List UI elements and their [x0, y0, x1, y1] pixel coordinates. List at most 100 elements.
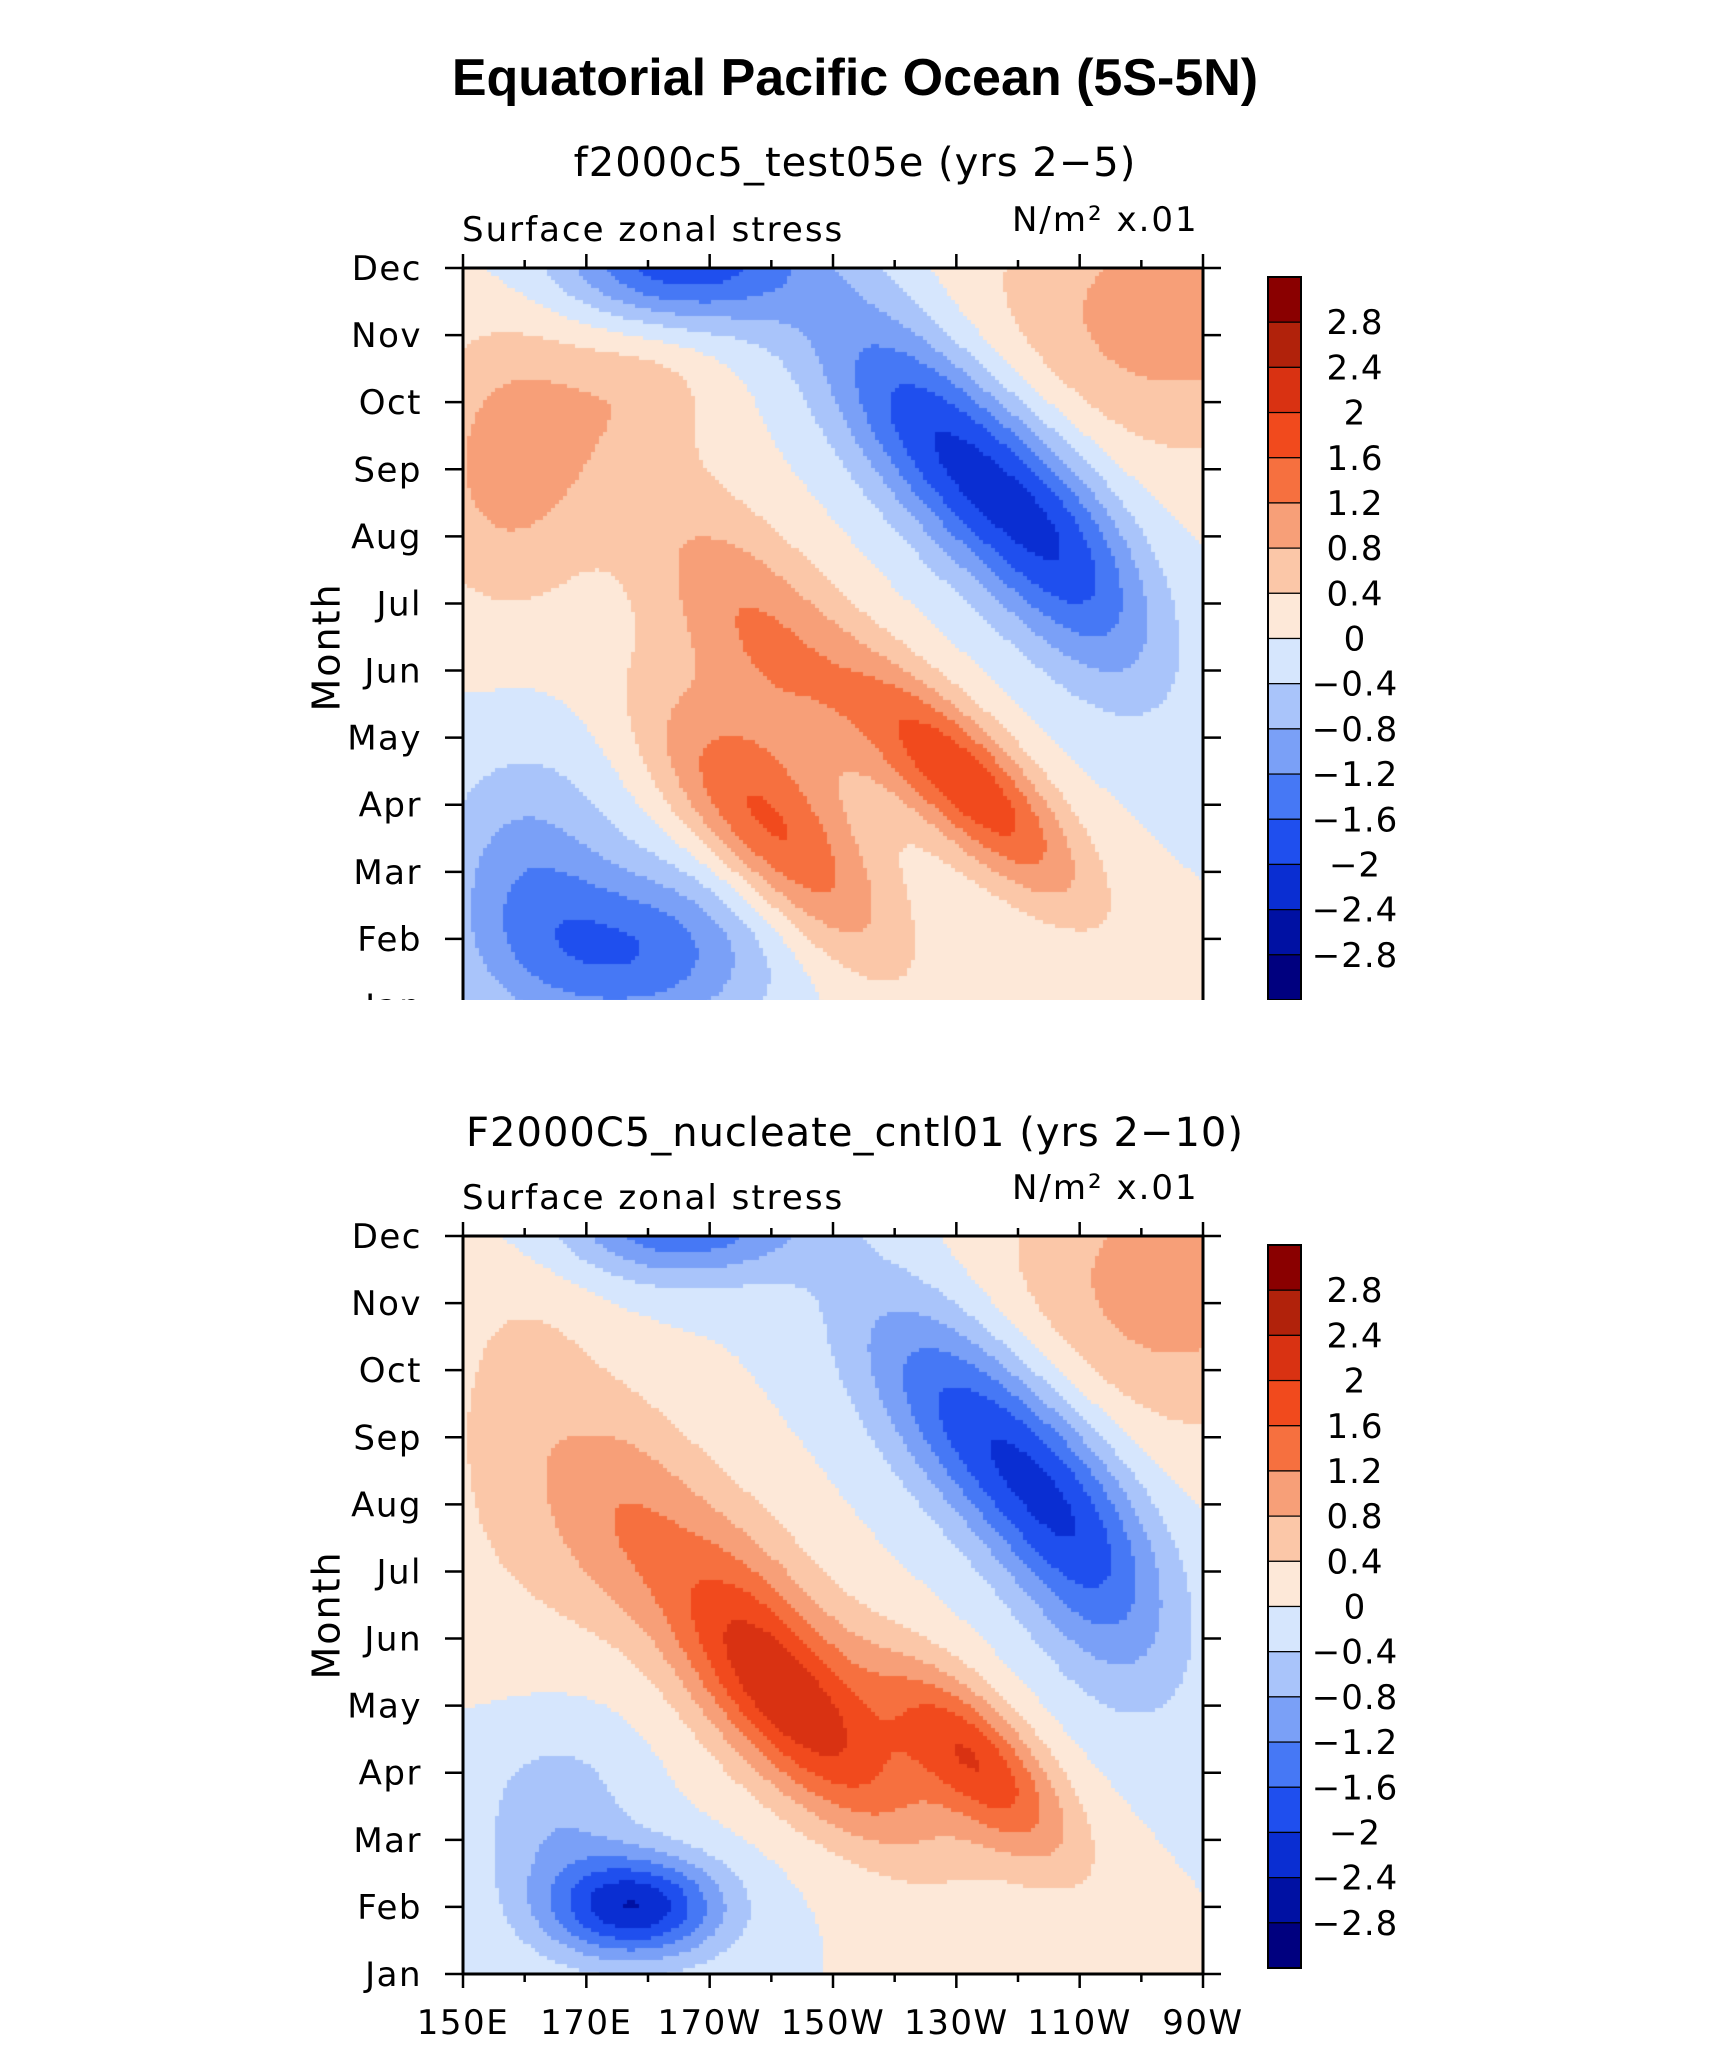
x-tick-label: 170E — [540, 2003, 632, 2043]
colorbar-box — [1267, 863, 1302, 911]
units-label: N/m² x.01 — [1012, 200, 1199, 240]
y-tick-label: May — [347, 719, 422, 759]
y-tick-label: Mar — [353, 853, 422, 893]
contour-field — [463, 1236, 1203, 1974]
colorbar-label: −2 — [1329, 1813, 1381, 1853]
colorbar-label: 1.2 — [1326, 1452, 1383, 1492]
figure-title: Equatorial Pacific Ocean (5S-5N) — [451, 49, 1259, 107]
y-tick-label: Oct — [359, 383, 422, 423]
y-tick-label: Dec — [352, 249, 422, 289]
colorbar-label: −0.8 — [1312, 710, 1399, 750]
panel-top: f2000c5_test05e (yrs 2−5) Surface zonal … — [0, 0, 1710, 1000]
colorbar-box — [1267, 276, 1302, 323]
colorbar-label: 0 — [1344, 1588, 1367, 1628]
colorbar-box — [1267, 592, 1302, 640]
y-tick-label: Feb — [357, 920, 422, 960]
contour-field — [463, 268, 1203, 1000]
y-tick-label: Apr — [359, 1754, 422, 1794]
x-tick-label: 150E — [417, 2003, 509, 2043]
colorbar-box — [1267, 1560, 1302, 1608]
y-tick-label: Jun — [362, 652, 422, 692]
colorbar-box — [1267, 1515, 1302, 1562]
y-tick-label: May — [347, 1687, 422, 1727]
units-label: N/m² x.01 — [1012, 1168, 1199, 1208]
colorbar-box — [1267, 818, 1302, 866]
y-tick-label: Oct — [359, 1351, 422, 1391]
y-tick-label: Jun — [362, 1620, 422, 1660]
colorbar-box — [1267, 1379, 1302, 1427]
colorbar-box — [1267, 1289, 1302, 1336]
colorbar-box — [1267, 1244, 1302, 1291]
x-tick-label: 110W — [1027, 2003, 1132, 2043]
y-tick-label: Sep — [353, 1418, 422, 1458]
colorbar-label: 0.4 — [1326, 1542, 1383, 1582]
colorbar-box — [1267, 321, 1302, 368]
colorbar-label: −1.6 — [1312, 1768, 1399, 1808]
colorbar-label: 2.4 — [1326, 348, 1383, 388]
colorbar-box — [1267, 457, 1302, 504]
colorbar-frame — [1267, 276, 1302, 1000]
y-tick-label: Jul — [374, 584, 422, 624]
y-tick-label: Jan — [363, 1955, 422, 1995]
y-tick-label: Nov — [351, 316, 422, 356]
colorbar-label: 2 — [1344, 394, 1367, 434]
colorbar-label: 2 — [1344, 1362, 1367, 1402]
colorbar-label: 1.6 — [1326, 439, 1383, 479]
colorbar-box — [1267, 909, 1302, 956]
colorbar-box — [1267, 728, 1302, 775]
y-tick-label: Nov — [351, 1284, 422, 1324]
x-tick-label: 130W — [904, 2003, 1009, 2043]
colorbar-label: −2.4 — [1312, 1859, 1399, 1899]
colorbar-label: 0.4 — [1326, 574, 1383, 614]
colorbar-box — [1267, 1877, 1302, 1924]
colorbar-label: −2.8 — [1312, 936, 1399, 976]
colorbar-box — [1267, 411, 1302, 459]
colorbar-box — [1267, 1425, 1302, 1472]
colorbar-box — [1267, 1696, 1302, 1743]
y-tick-label: Feb — [357, 1888, 422, 1928]
colorbar-label: 0 — [1344, 620, 1367, 660]
y-tick-label: Sep — [353, 450, 422, 490]
colorbar-label: −0.4 — [1312, 1633, 1399, 1673]
colorbar-box — [1267, 1651, 1302, 1698]
colorbar-box — [1267, 1470, 1302, 1517]
colorbar-label: −2 — [1329, 845, 1381, 885]
colorbar-label: −1.6 — [1312, 800, 1399, 840]
colorbar-label: 2.8 — [1326, 303, 1383, 343]
y-tick-label: Dec — [352, 1217, 422, 1257]
colorbar-label: −2.8 — [1312, 1904, 1399, 1944]
colorbar-label: 2.8 — [1326, 1271, 1383, 1311]
y-tick-label: Jul — [374, 1552, 422, 1592]
colorbar-label: 1.2 — [1326, 484, 1383, 524]
colorbar-label: 2.4 — [1326, 1316, 1383, 1356]
colorbar-label: 0.8 — [1326, 529, 1383, 569]
y-tick-label: Aug — [351, 517, 422, 557]
colorbar-label: −1.2 — [1312, 755, 1399, 795]
colorbar-box — [1267, 547, 1302, 594]
colorbar-label: −2.4 — [1312, 891, 1399, 931]
y-tick-label: Aug — [351, 1485, 422, 1525]
variable-label: Surface zonal stress — [462, 210, 845, 250]
contour-chart: 150E170E170W150W130W110W90WJanFebMarAprM… — [347, 249, 1399, 1000]
colorbar-box — [1267, 954, 1302, 1000]
colorbar-box — [1267, 637, 1302, 685]
colorbar-box — [1267, 683, 1302, 730]
colorbar-box — [1267, 502, 1302, 549]
panel-title: F2000C5_nucleate_cntl01 (yrs 2−10) — [466, 1110, 1244, 1156]
colorbar-label: 0.8 — [1326, 1497, 1383, 1537]
x-tick-label: 150W — [781, 2003, 886, 2043]
colorbar-box — [1267, 1334, 1302, 1382]
y-tick-label: Apr — [359, 786, 422, 826]
colorbar-box — [1267, 1922, 1302, 1969]
x-tick-label: 90W — [1162, 2003, 1243, 2043]
colorbar-box — [1267, 366, 1302, 414]
variable-label: Surface zonal stress — [462, 1178, 845, 1218]
panel-title: f2000c5_test05e (yrs 2−5) — [573, 140, 1137, 186]
colorbar-box — [1267, 1741, 1302, 1788]
colorbar-label: 1.6 — [1326, 1407, 1383, 1447]
colorbar-label: −0.4 — [1312, 665, 1399, 705]
colorbar-label: −1.2 — [1312, 1723, 1399, 1763]
y-tick-label: Jan — [363, 987, 422, 1000]
